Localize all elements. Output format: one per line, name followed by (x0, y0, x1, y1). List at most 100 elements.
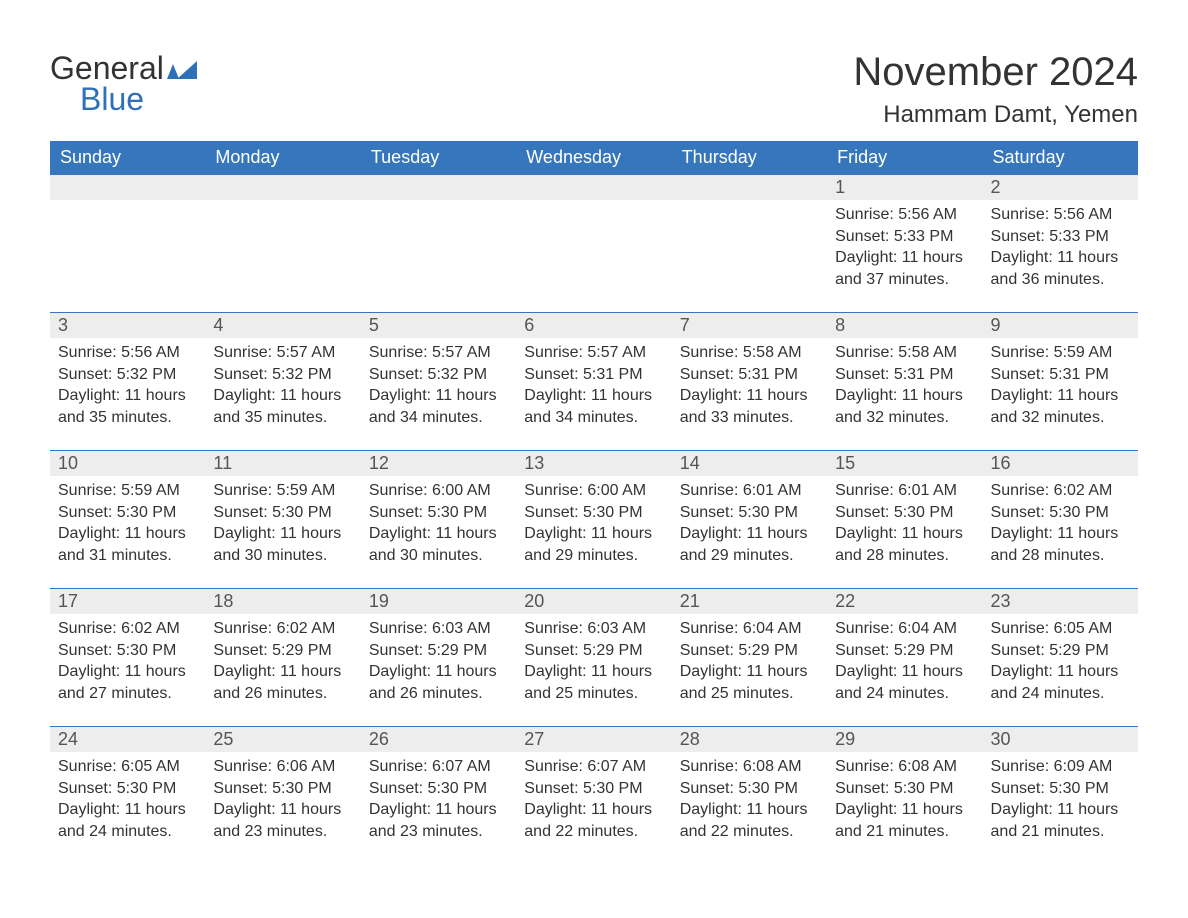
day-sunrise-text: Sunrise: 5:59 AM (213, 480, 354, 502)
calendar-cell: 29Sunrise: 6:08 AMSunset: 5:30 PMDayligh… (827, 726, 982, 864)
day-d1-text: Daylight: 11 hours (835, 385, 976, 407)
day-number: 24 (50, 726, 205, 752)
calendar-cell (672, 174, 827, 312)
day-details: Sunrise: 6:03 AMSunset: 5:29 PMDaylight:… (361, 614, 516, 704)
calendar-cell: 21Sunrise: 6:04 AMSunset: 5:29 PMDayligh… (672, 588, 827, 726)
day-number: 4 (205, 312, 360, 338)
calendar-week: 1Sunrise: 5:56 AMSunset: 5:33 PMDaylight… (50, 174, 1138, 312)
day-d2-text: and 29 minutes. (680, 545, 821, 567)
day-number: 13 (516, 450, 671, 476)
calendar-week: 17Sunrise: 6:02 AMSunset: 5:30 PMDayligh… (50, 588, 1138, 726)
day-number: 6 (516, 312, 671, 338)
day-number: 11 (205, 450, 360, 476)
day-details: Sunrise: 5:59 AMSunset: 5:30 PMDaylight:… (50, 476, 205, 566)
day-details: Sunrise: 6:07 AMSunset: 5:30 PMDaylight:… (516, 752, 671, 842)
day-d2-text: and 25 minutes. (524, 683, 665, 705)
day-sunrise-text: Sunrise: 6:00 AM (524, 480, 665, 502)
day-sunset-text: Sunset: 5:30 PM (524, 502, 665, 524)
day-sunrise-text: Sunrise: 6:04 AM (835, 618, 976, 640)
calendar-cell: 14Sunrise: 6:01 AMSunset: 5:30 PMDayligh… (672, 450, 827, 588)
day-details: Sunrise: 6:06 AMSunset: 5:30 PMDaylight:… (205, 752, 360, 842)
day-d2-text: and 29 minutes. (524, 545, 665, 567)
day-details: Sunrise: 6:05 AMSunset: 5:30 PMDaylight:… (50, 752, 205, 842)
day-sunset-text: Sunset: 5:31 PM (680, 364, 821, 386)
day-d2-text: and 32 minutes. (991, 407, 1132, 429)
day-number: 27 (516, 726, 671, 752)
day-d2-text: and 34 minutes. (524, 407, 665, 429)
day-sunrise-text: Sunrise: 6:00 AM (369, 480, 510, 502)
day-d2-text: and 35 minutes. (58, 407, 199, 429)
day-details: Sunrise: 5:59 AMSunset: 5:31 PMDaylight:… (983, 338, 1138, 428)
day-header: Tuesday (361, 141, 516, 174)
day-number: 19 (361, 588, 516, 614)
day-sunset-text: Sunset: 5:30 PM (680, 778, 821, 800)
day-number: 10 (50, 450, 205, 476)
day-details: Sunrise: 6:07 AMSunset: 5:30 PMDaylight:… (361, 752, 516, 842)
day-sunset-text: Sunset: 5:32 PM (58, 364, 199, 386)
day-d1-text: Daylight: 11 hours (835, 523, 976, 545)
day-details: Sunrise: 6:01 AMSunset: 5:30 PMDaylight:… (672, 476, 827, 566)
day-d1-text: Daylight: 11 hours (58, 385, 199, 407)
day-details: Sunrise: 5:56 AMSunset: 5:33 PMDaylight:… (983, 200, 1138, 290)
day-sunset-text: Sunset: 5:31 PM (835, 364, 976, 386)
calendar-body: 1Sunrise: 5:56 AMSunset: 5:33 PMDaylight… (50, 174, 1138, 864)
calendar-cell: 1Sunrise: 5:56 AMSunset: 5:33 PMDaylight… (827, 174, 982, 312)
calendar-cell: 20Sunrise: 6:03 AMSunset: 5:29 PMDayligh… (516, 588, 671, 726)
day-details: Sunrise: 6:03 AMSunset: 5:29 PMDaylight:… (516, 614, 671, 704)
location-label: Hammam Damt, Yemen (853, 101, 1138, 129)
calendar-cell: 7Sunrise: 5:58 AMSunset: 5:31 PMDaylight… (672, 312, 827, 450)
calendar-cell: 15Sunrise: 6:01 AMSunset: 5:30 PMDayligh… (827, 450, 982, 588)
day-details: Sunrise: 5:57 AMSunset: 5:32 PMDaylight:… (361, 338, 516, 428)
day-details: Sunrise: 6:02 AMSunset: 5:29 PMDaylight:… (205, 614, 360, 704)
day-details: Sunrise: 6:04 AMSunset: 5:29 PMDaylight:… (672, 614, 827, 704)
day-d1-text: Daylight: 11 hours (58, 661, 199, 683)
day-sunrise-text: Sunrise: 5:57 AM (524, 342, 665, 364)
day-d1-text: Daylight: 11 hours (58, 799, 199, 821)
day-d1-text: Daylight: 11 hours (991, 661, 1132, 683)
day-d1-text: Daylight: 11 hours (991, 247, 1132, 269)
day-number: 29 (827, 726, 982, 752)
calendar-cell: 19Sunrise: 6:03 AMSunset: 5:29 PMDayligh… (361, 588, 516, 726)
calendar-cell: 30Sunrise: 6:09 AMSunset: 5:30 PMDayligh… (983, 726, 1138, 864)
day-sunrise-text: Sunrise: 6:04 AM (680, 618, 821, 640)
calendar-cell: 11Sunrise: 5:59 AMSunset: 5:30 PMDayligh… (205, 450, 360, 588)
day-details: Sunrise: 6:04 AMSunset: 5:29 PMDaylight:… (827, 614, 982, 704)
day-details: Sunrise: 6:00 AMSunset: 5:30 PMDaylight:… (516, 476, 671, 566)
day-sunrise-text: Sunrise: 6:07 AM (369, 756, 510, 778)
day-sunrise-text: Sunrise: 5:58 AM (680, 342, 821, 364)
day-d1-text: Daylight: 11 hours (524, 385, 665, 407)
day-d2-text: and 35 minutes. (213, 407, 354, 429)
day-sunset-text: Sunset: 5:30 PM (991, 778, 1132, 800)
calendar-cell: 8Sunrise: 5:58 AMSunset: 5:31 PMDaylight… (827, 312, 982, 450)
day-sunset-text: Sunset: 5:29 PM (835, 640, 976, 662)
day-d1-text: Daylight: 11 hours (680, 799, 821, 821)
day-d2-text: and 27 minutes. (58, 683, 199, 705)
day-sunrise-text: Sunrise: 6:05 AM (991, 618, 1132, 640)
day-d1-text: Daylight: 11 hours (524, 799, 665, 821)
day-sunset-text: Sunset: 5:31 PM (524, 364, 665, 386)
day-header: Saturday (983, 141, 1138, 174)
calendar-cell: 25Sunrise: 6:06 AMSunset: 5:30 PMDayligh… (205, 726, 360, 864)
day-details: Sunrise: 6:01 AMSunset: 5:30 PMDaylight:… (827, 476, 982, 566)
day-details: Sunrise: 5:57 AMSunset: 5:31 PMDaylight:… (516, 338, 671, 428)
day-sunrise-text: Sunrise: 6:09 AM (991, 756, 1132, 778)
day-sunrise-text: Sunrise: 6:03 AM (369, 618, 510, 640)
calendar-week: 24Sunrise: 6:05 AMSunset: 5:30 PMDayligh… (50, 726, 1138, 864)
day-number: 21 (672, 588, 827, 614)
day-sunset-text: Sunset: 5:31 PM (991, 364, 1132, 386)
calendar-cell: 12Sunrise: 6:00 AMSunset: 5:30 PMDayligh… (361, 450, 516, 588)
month-title: November 2024 (853, 50, 1138, 95)
day-d1-text: Daylight: 11 hours (213, 661, 354, 683)
day-d1-text: Daylight: 11 hours (835, 247, 976, 269)
day-details: Sunrise: 6:05 AMSunset: 5:29 PMDaylight:… (983, 614, 1138, 704)
day-d1-text: Daylight: 11 hours (680, 523, 821, 545)
day-number: 20 (516, 588, 671, 614)
day-d1-text: Daylight: 11 hours (835, 799, 976, 821)
day-d1-text: Daylight: 11 hours (524, 661, 665, 683)
day-d2-text: and 26 minutes. (369, 683, 510, 705)
day-d2-text: and 31 minutes. (58, 545, 199, 567)
day-d2-text: and 26 minutes. (213, 683, 354, 705)
day-d2-text: and 28 minutes. (835, 545, 976, 567)
day-d2-text: and 24 minutes. (58, 821, 199, 843)
day-number: 2 (983, 174, 1138, 200)
